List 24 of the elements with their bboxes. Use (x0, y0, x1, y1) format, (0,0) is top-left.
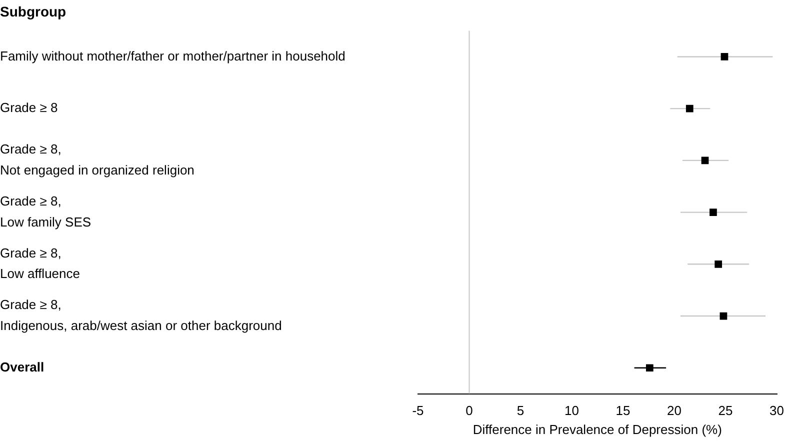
y-tick-label: Grade ≥ 8, Low affluence (0, 245, 80, 282)
y-tick-label: Grade ≥ 8, Not engaged in organized religion (0, 142, 194, 178)
y-tick-label: Grade ≥ 8, Indigenous, arab/west asian or other background (0, 297, 282, 333)
point (686, 104, 694, 112)
x-tick-label: 25 (718, 403, 733, 418)
point (714, 260, 722, 268)
x-axis-title: Difference in Prevalence of Depression (%) (472, 422, 722, 437)
x-tick-label: 30 (770, 403, 784, 418)
x-tick-label: 10 (564, 403, 579, 418)
x-tick-label: 5 (516, 403, 524, 418)
x-tick-label: 0 (466, 403, 473, 418)
y-tick-label: Overall (0, 359, 44, 374)
y-tick-label: Grade ≥ 8, Low family SES (0, 193, 92, 230)
x-tick-label: 15 (616, 403, 630, 418)
text: Subgroup (0, 3, 66, 20)
point (720, 312, 728, 320)
point (646, 364, 654, 372)
point (701, 156, 709, 164)
point (710, 208, 717, 216)
point (720, 53, 728, 60)
y-tick-label: Grade ≥ 8 (0, 100, 58, 116)
y-tick-label: Family without mother/father or mother/partner in household (0, 48, 346, 64)
x-tick-label: 20 (667, 403, 682, 418)
x-tick-label: -5 (412, 403, 424, 418)
